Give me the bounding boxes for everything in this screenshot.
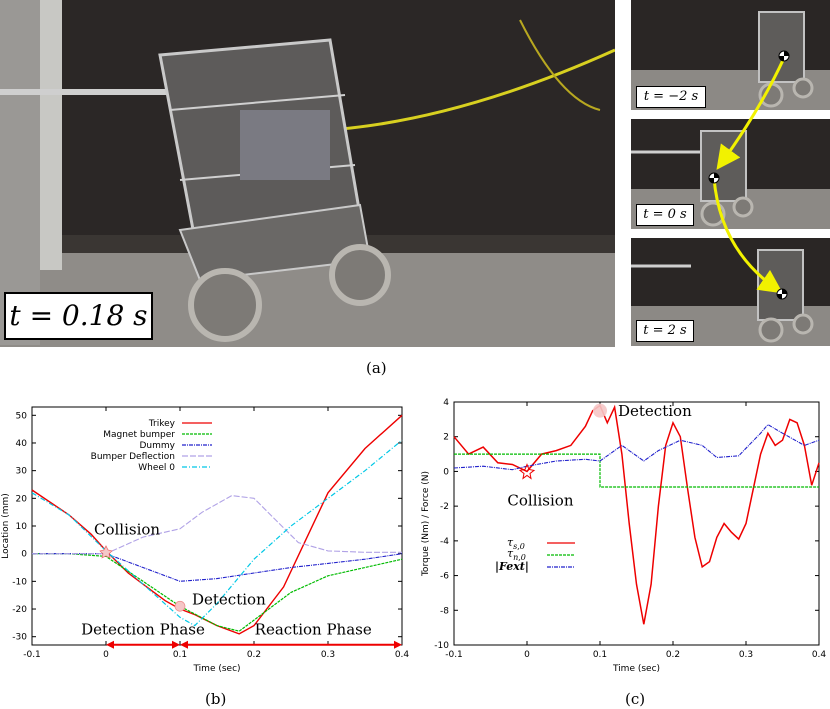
y-tick-label: 30 bbox=[16, 467, 28, 477]
x-axis-label: Time (sec) bbox=[612, 664, 660, 674]
series-line-0 bbox=[453, 404, 820, 625]
x-tick-label: 0.1 bbox=[593, 650, 607, 660]
detection-phase-arrow bbox=[106, 640, 180, 649]
legend-label: Bumper Deflection bbox=[91, 452, 175, 462]
detection-marker bbox=[593, 403, 607, 418]
y-tick-label: 0 bbox=[21, 550, 27, 560]
y-tick-label: -20 bbox=[12, 605, 27, 615]
thumb-1-time-label: t = −2 s bbox=[636, 86, 706, 108]
y-tick-label: 4 bbox=[443, 398, 449, 408]
x-tick-label: 0.3 bbox=[321, 650, 335, 660]
y-tick-label: 20 bbox=[16, 494, 28, 504]
chart-b: -0.1 0 0.1 0.2 0.3 0.4 50 40 30 20 10 0 -10 -20 -30 Tim… bbox=[0, 393, 415, 683]
annotation-detection: Detection bbox=[192, 591, 266, 609]
y-tick-label: -10 bbox=[12, 577, 27, 587]
legend-label: |Fext| bbox=[495, 560, 529, 573]
legend-label: Magnet bumper bbox=[103, 430, 175, 440]
x-tick-label: 0.1 bbox=[173, 650, 187, 660]
x-tick-label: -0.1 bbox=[23, 650, 41, 660]
thumb-photo-3 bbox=[631, 238, 830, 346]
x-tick-label: 0 bbox=[103, 650, 109, 660]
robot-scene-illustration bbox=[0, 0, 615, 347]
main-photo-time-label: t = 0.18 s bbox=[4, 292, 153, 340]
caption-b: (b) bbox=[205, 690, 227, 708]
main-photo bbox=[0, 0, 615, 347]
trajectory-arrow-1 bbox=[716, 57, 786, 170]
com-marker-2 bbox=[708, 172, 720, 184]
legend-label: τn,0 bbox=[507, 547, 526, 562]
collision-star bbox=[518, 463, 536, 480]
x-tick-label: 0 bbox=[524, 650, 530, 660]
x-axis-label: Time (sec) bbox=[192, 664, 240, 674]
legend-label: Wheel 0 bbox=[138, 463, 175, 473]
x-tick-label: -0.1 bbox=[445, 650, 463, 660]
y-tick-label: -30 bbox=[12, 633, 27, 643]
x-tick-label: 0.3 bbox=[739, 650, 753, 660]
collision-star bbox=[99, 545, 113, 559]
x-tick-label: 0.2 bbox=[666, 650, 680, 660]
legend-label: Trikey bbox=[148, 419, 176, 429]
series-line-1 bbox=[32, 553, 403, 632]
thumb-2-time-label: t = 0 s bbox=[636, 204, 694, 226]
y-tick-label: 0 bbox=[443, 467, 449, 477]
y-tick-label: 40 bbox=[16, 439, 28, 449]
annotation-detection-phase: Detection Phase bbox=[81, 621, 205, 639]
y-tick-label: -4 bbox=[440, 537, 449, 547]
y-tick-label: -8 bbox=[440, 606, 449, 616]
series-line-4 bbox=[31, 439, 403, 627]
annotation-reaction-phase: Reaction Phase bbox=[255, 621, 372, 639]
annotation-detection: Detection bbox=[618, 402, 692, 420]
plot-frame bbox=[31, 406, 403, 646]
series-line-3 bbox=[32, 495, 402, 555]
annotation-collision: Collision bbox=[507, 492, 573, 510]
legend-label: τs,0 bbox=[507, 536, 525, 551]
com-marker-1 bbox=[778, 50, 790, 62]
thumb-3-time-label: t = 2 s bbox=[636, 320, 694, 342]
com-marker-3 bbox=[776, 288, 788, 300]
y-tick-label: 10 bbox=[16, 522, 28, 532]
chart-c: -0.1 0 0.1 0.2 0.3 0.4 4 2 0 -2 -4 -6 -8 -10 Time (sec… bbox=[415, 393, 830, 683]
x-tick-label: 0.4 bbox=[812, 650, 827, 660]
y-tick-label: -2 bbox=[440, 502, 449, 512]
series-line-2 bbox=[32, 553, 403, 582]
y-axis-label: Torque (Nm) / Force (N) bbox=[421, 471, 431, 577]
y-tick-label: -10 bbox=[434, 641, 449, 651]
caption-a: (a) bbox=[366, 359, 387, 377]
x-tick-label: 0.2 bbox=[247, 650, 261, 660]
annotation-collision: Collision bbox=[94, 521, 160, 539]
y-tick-label: -6 bbox=[440, 572, 449, 582]
y-tick-label: 2 bbox=[443, 433, 449, 443]
y-axis-label: Location (mm) bbox=[1, 493, 11, 558]
trajectory-arrow-2 bbox=[712, 177, 783, 294]
caption-c: (c) bbox=[625, 690, 646, 708]
detection-marker bbox=[174, 600, 186, 612]
series-line-2 bbox=[453, 423, 820, 471]
y-tick-label: 50 bbox=[16, 411, 28, 421]
x-tick-label: 0.4 bbox=[395, 650, 410, 660]
plot-frame bbox=[453, 401, 820, 646]
legend-label: Dummy bbox=[140, 441, 176, 451]
reaction-phase-arrow bbox=[180, 640, 402, 649]
series-line-1 bbox=[454, 453, 819, 488]
